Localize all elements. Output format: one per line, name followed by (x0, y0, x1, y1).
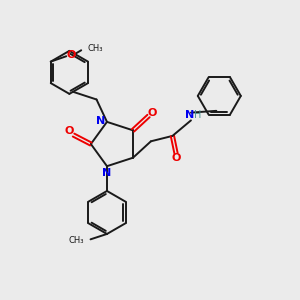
Text: O: O (65, 127, 74, 136)
Text: O: O (147, 108, 157, 118)
Text: CH₃: CH₃ (68, 236, 84, 245)
Text: N: N (102, 168, 111, 178)
Text: N: N (185, 110, 194, 120)
Text: CH₃: CH₃ (87, 44, 103, 53)
Text: O: O (67, 50, 76, 60)
Text: H: H (194, 110, 201, 120)
Text: N: N (96, 116, 105, 126)
Text: O: O (172, 153, 181, 163)
